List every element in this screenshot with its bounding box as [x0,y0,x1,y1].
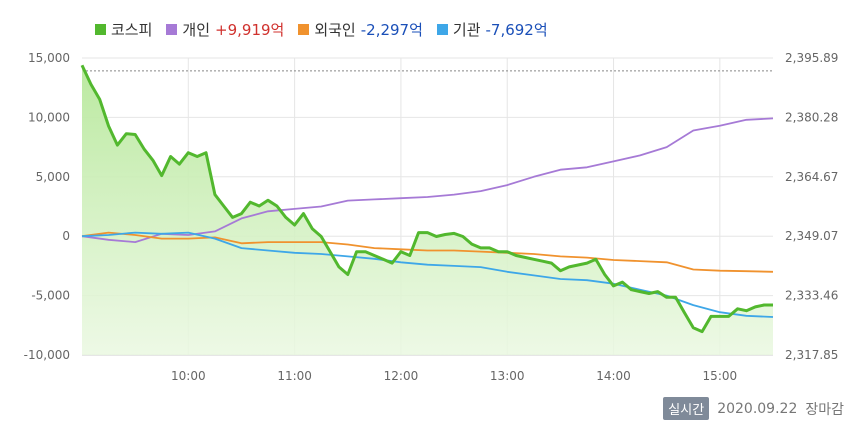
y-right-tick-label: 2,317.85 [785,348,838,362]
y-left-tick-label: 10,000 [28,110,70,124]
legend-item-kospi[interactable]: 코스피 [95,19,152,40]
realtime-badge[interactable]: 실시간 [663,397,710,420]
x-tick-label: 10:00 [171,369,206,383]
legend-label-institution: 기관 [452,20,481,39]
y-left-tick-label: 5,000 [36,170,70,184]
x-tick-label: 12:00 [384,369,419,383]
chart-footer: 실시간 2020.09.22 장마감 [663,397,844,420]
legend-item-foreign[interactable]: 외국인 -2,297억 [298,19,423,40]
x-tick-label: 13:00 [490,369,525,383]
legend-item-institution[interactable]: 기관 -7,692억 [436,19,548,40]
y-left-tick-label: -10,000 [24,348,70,362]
y-right-tick-label: 2,349.07 [785,229,838,243]
legend-value-individual: +9,919억 [215,20,285,39]
institution-line [81,231,774,318]
x-tick-label: 11:00 [277,369,312,383]
y-right-tick-label: 2,364.67 [785,170,838,184]
x-tick-label: 14:00 [596,369,631,383]
legend-item-individual[interactable]: 개인 +9,919억 [166,19,284,40]
legend-swatch-institution [436,23,448,35]
y-right-tick-label: 2,380.28 [785,110,838,124]
legend-label-kospi: 코스피 [111,20,153,39]
legend-swatch-individual [166,23,178,35]
x-tick-label: 15:00 [703,369,738,383]
foreign-line [81,231,774,273]
kospi-line [80,64,773,334]
y-left-tick-label: 15,000 [28,51,70,65]
y-left-tick-label: 0 [62,229,70,243]
y-right-tick-label: 2,333.46 [785,289,838,303]
legend-value-foreign: -2,297억 [360,20,423,39]
y-left-tick-label: -5,000 [31,289,70,303]
footer-date: 2020.09.22 [717,400,798,417]
chart-legend: 코스피 개인 +9,919억 외국인 -2,297억 기관 -7,692억 [95,18,562,40]
y-right-tick-label: 2,395.89 [785,51,838,65]
legend-swatch-foreign [298,23,310,35]
legend-swatch-kospi [95,23,106,35]
legend-label-foreign: 외국인 [314,20,356,39]
market-close-label: 장마감 [805,401,844,418]
legend-value-institution: -7,692억 [485,20,548,39]
legend-label-individual: 개인 [182,20,211,39]
